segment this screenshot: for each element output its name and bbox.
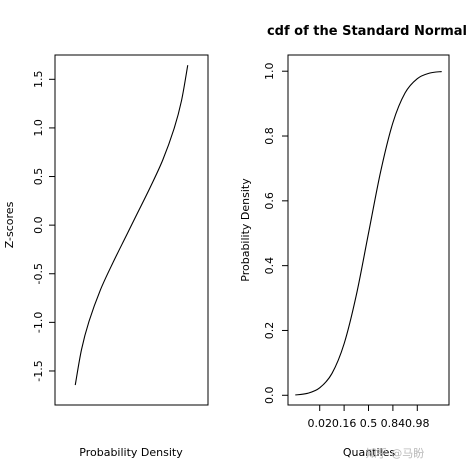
right-x-tick-label: 0.98 bbox=[405, 417, 430, 430]
right-y-tick-label: 0.8 bbox=[263, 127, 276, 145]
left-y-tick-label: -1.0 bbox=[32, 312, 45, 333]
left-y-axis-label: Z-scores bbox=[3, 201, 16, 248]
left-panel: -1.5 -1.0 -0.5 0.0 0.5 1.0 1.5 Probability Den… bbox=[3, 54, 209, 459]
left-y-tick-label: -1.5 bbox=[32, 360, 45, 381]
right-y-tick-label: 0.6 bbox=[263, 192, 276, 210]
right-y-tick-label: 1.0 bbox=[263, 62, 276, 80]
left-plot-frame bbox=[54, 54, 209, 406]
left-y-axis: -1.5 -1.0 -0.5 0.0 0.5 1.0 1.5 bbox=[32, 71, 55, 382]
right-panel: cdf of the Standard Normal 0.00.20.40.60… bbox=[239, 24, 467, 459]
left-y-tick-label: -0.5 bbox=[32, 263, 45, 284]
right-x-tick-label: 0.16 bbox=[332, 417, 357, 430]
right-chart-title: cdf of the Standard Normal bbox=[267, 24, 467, 39]
right-x-tick-label: 0.5 bbox=[360, 417, 378, 430]
right-y-tick-label: 0.4 bbox=[263, 257, 276, 275]
left-y-tick-label: 1.0 bbox=[32, 119, 45, 136]
right-x-axis: 0.02 0.16 0.5 0.84 0.98 bbox=[307, 405, 430, 430]
left-y-tick-label: 1.5 bbox=[32, 71, 45, 89]
watermark: 知乎 @马盼 bbox=[366, 446, 425, 460]
right-x-axis-label: Quantiles bbox=[343, 446, 396, 459]
right-y-axis: 0.0 0.2 0.4 0.6 0.8 1.0 bbox=[263, 62, 288, 404]
left-x-axis-label: Probability Density bbox=[79, 446, 183, 459]
right-y-tick-label: 0.2 bbox=[263, 322, 276, 340]
right-plot-frame bbox=[287, 54, 450, 406]
left-series-line bbox=[74, 65, 189, 386]
right-x-tick-label: 0.84 bbox=[381, 417, 406, 430]
left-y-tick-label: 0.0 bbox=[32, 216, 45, 234]
right-y-tick-label: 0.0 bbox=[263, 387, 276, 405]
right-y-axis-label: Probability Density bbox=[239, 178, 252, 282]
right-x-tick-label: 0.02 bbox=[307, 417, 332, 430]
right-series-line bbox=[295, 70, 442, 396]
left-y-tick-label: 0.5 bbox=[32, 168, 45, 186]
